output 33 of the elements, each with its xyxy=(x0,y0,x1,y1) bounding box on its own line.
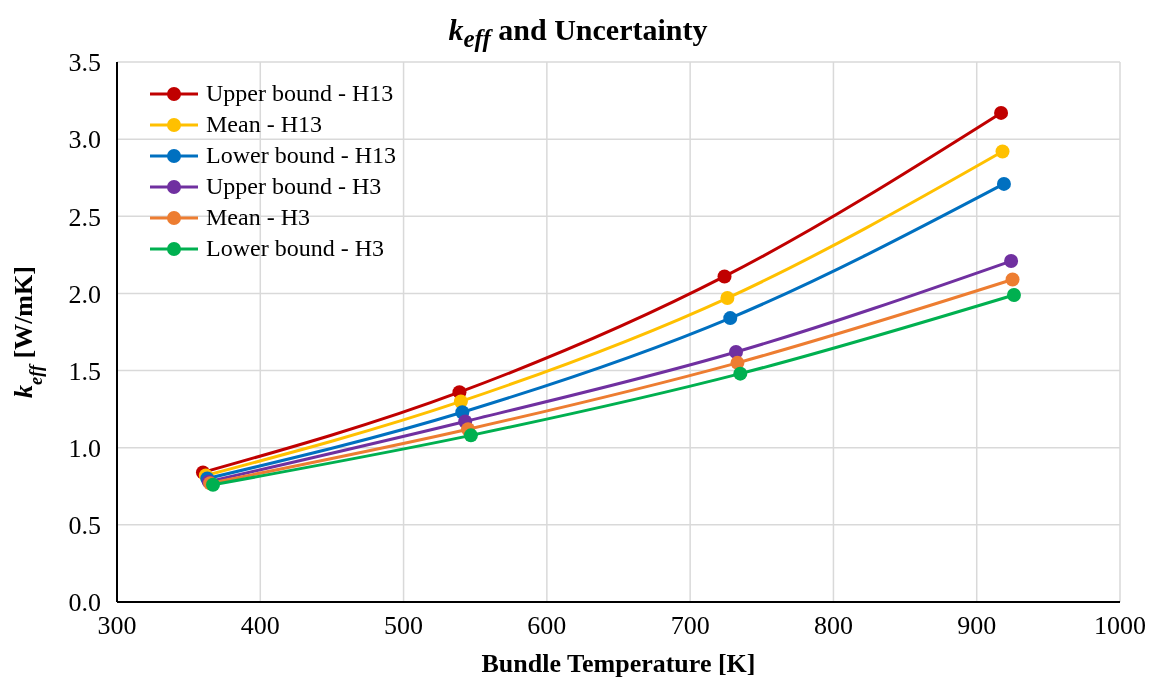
legend-label: Upper bound - H3 xyxy=(206,172,382,201)
x-tick-label: 400 xyxy=(240,611,280,641)
x-axis-title: Bundle Temperature [K] xyxy=(481,649,756,678)
y-tick-label: 1.5 xyxy=(68,356,101,386)
y-tick-label: 1.0 xyxy=(68,433,101,463)
point xyxy=(995,144,1010,159)
point xyxy=(996,176,1011,191)
point xyxy=(720,291,735,306)
point xyxy=(717,269,732,284)
x-tick-label: 800 xyxy=(813,611,853,641)
legend-label: Mean - H13 xyxy=(206,110,322,139)
x-tick-label: 1000 xyxy=(1094,611,1146,641)
x-tick-label: 900 xyxy=(957,611,997,641)
x-tick-label: 500 xyxy=(384,611,424,641)
point xyxy=(994,105,1009,120)
x-tick-label: 600 xyxy=(527,611,567,641)
legend-label: Upper bound - H13 xyxy=(206,79,394,108)
x-tick-label: 700 xyxy=(670,611,710,641)
point xyxy=(1006,287,1021,302)
y-tick-label: 0.5 xyxy=(68,511,101,541)
legend-label: Mean - H3 xyxy=(206,203,310,232)
point xyxy=(733,366,748,381)
point xyxy=(1004,254,1019,269)
y-tick-label: 3.5 xyxy=(68,48,101,78)
y-tick-label: 3.0 xyxy=(68,125,101,155)
point xyxy=(723,311,738,326)
legend-label: Lower bound - H13 xyxy=(206,141,396,170)
chart-title: k$_{eff}$ and Uncertainty xyxy=(448,13,708,52)
legend-label: Lower bound - H3 xyxy=(206,234,384,263)
y-tick-label: 2.0 xyxy=(68,279,101,309)
y-tick-label: 2.5 xyxy=(68,202,101,232)
point xyxy=(1005,272,1020,287)
point xyxy=(463,428,478,443)
